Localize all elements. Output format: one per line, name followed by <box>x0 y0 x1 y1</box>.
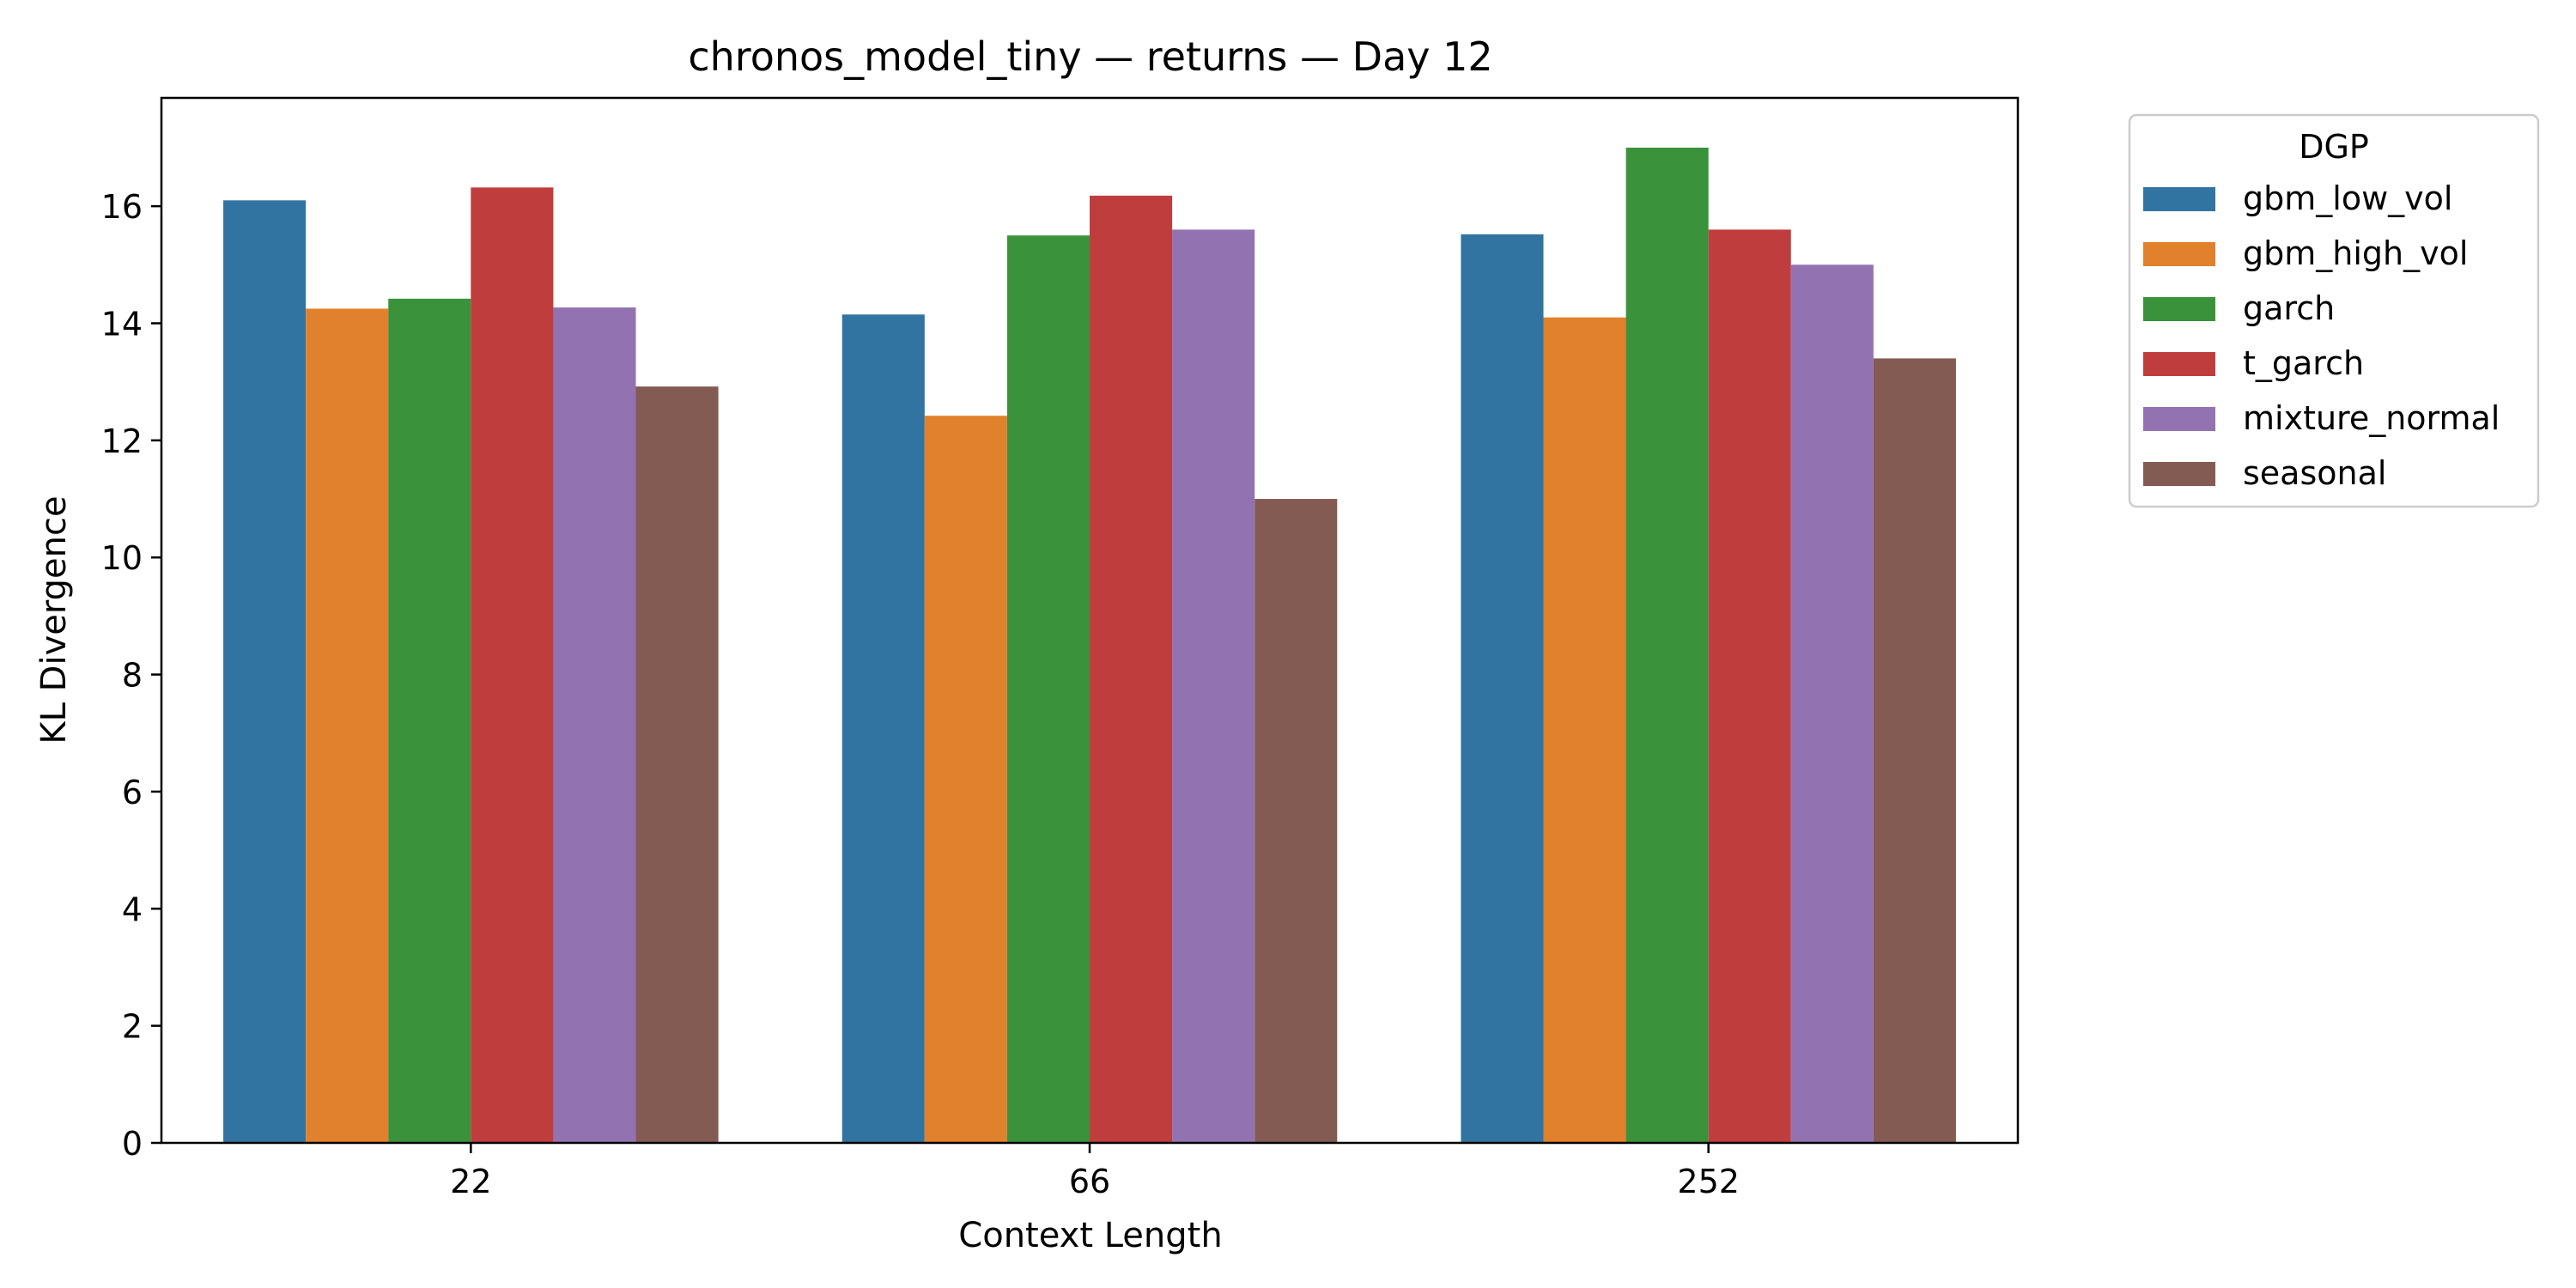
y-tick-label: 0 <box>122 1125 143 1163</box>
bar-t_garch-252 <box>1708 229 1791 1144</box>
x-tick-label: 22 <box>450 1163 491 1200</box>
y-tick-label: 8 <box>122 657 143 695</box>
x-tick-label: 252 <box>1677 1163 1740 1200</box>
legend-swatch-mixture_normal <box>2143 407 2215 431</box>
legend-label: gbm_high_vol <box>2243 234 2468 272</box>
bar-mixture_normal-22 <box>553 307 636 1143</box>
legend-swatch-gbm_low_vol <box>2143 187 2215 211</box>
legend-swatch-seasonal <box>2143 462 2215 486</box>
bar-seasonal-22 <box>635 386 719 1144</box>
x-axis-label: Context Length <box>958 1216 1222 1255</box>
y-tick-label: 2 <box>122 1008 143 1046</box>
bars-layer <box>223 147 1956 1144</box>
legend-swatch-gbm_high_vol <box>2143 242 2215 266</box>
y-tick-label: 4 <box>122 890 143 928</box>
x-tick-label: 66 <box>1069 1163 1110 1200</box>
legend-label: t_garch <box>2243 344 2364 382</box>
y-tick-label: 6 <box>122 774 143 811</box>
y-axis-label: KL Divergence <box>34 495 74 744</box>
legend-label: mixture_normal <box>2243 399 2500 437</box>
legend-label: gbm_low_vol <box>2243 179 2452 217</box>
bar-garch-252 <box>1625 147 1709 1143</box>
legend-box <box>2128 113 2540 508</box>
y-tick-label: 12 <box>101 422 143 460</box>
bar-gbm_low_vol-252 <box>1461 234 1544 1144</box>
legend-swatch-t_garch <box>2143 352 2215 376</box>
bar-garch-22 <box>388 298 471 1144</box>
legend-swatch-garch <box>2143 297 2215 321</box>
bar-mixture_normal-252 <box>1790 264 1874 1143</box>
y-tick-label: 14 <box>101 305 143 343</box>
chart-title: chronos_model_tiny — returns — Day 12 <box>688 33 1492 80</box>
bar-t_garch-66 <box>1090 195 1173 1144</box>
bar-gbm_high_vol-22 <box>306 308 389 1143</box>
bar-gbm_high_vol-252 <box>1543 317 1626 1144</box>
bar-gbm_high_vol-66 <box>924 416 1007 1143</box>
bar-t_garch-22 <box>471 187 554 1143</box>
bar-garch-66 <box>1006 235 1090 1143</box>
y-tick-label: 16 <box>101 188 143 226</box>
bar-gbm_low_vol-22 <box>223 200 307 1143</box>
bar-seasonal-66 <box>1255 499 1338 1143</box>
axes-layer: 0 2 4 6 8 10 12 14 16 22 66 252 <box>101 96 2020 1200</box>
y-tick-label: 10 <box>101 539 143 577</box>
legend-title: DGP <box>2299 128 2369 166</box>
legend-label: garch <box>2243 289 2335 327</box>
legend-label: seasonal <box>2243 454 2386 492</box>
bar-seasonal-252 <box>1873 358 1956 1143</box>
bar-gbm_low_vol-66 <box>841 314 925 1143</box>
bar-mixture_normal-66 <box>1172 229 1255 1144</box>
